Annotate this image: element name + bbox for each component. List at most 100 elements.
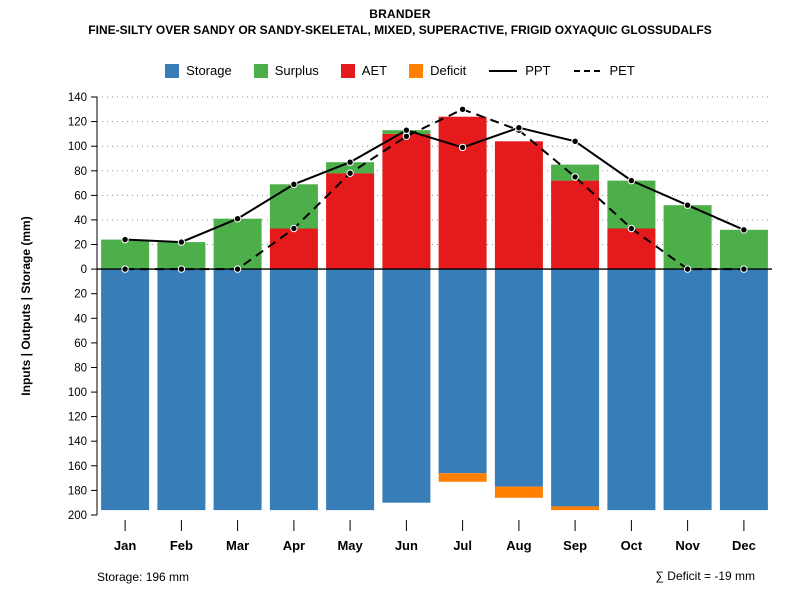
storage-bar xyxy=(382,269,431,503)
y-axis: 1401201008060402002040608010012014016018… xyxy=(19,92,98,522)
aet-color-swatch-icon xyxy=(340,63,355,78)
y-tick-label: 140 xyxy=(68,436,87,448)
storage-bar xyxy=(101,269,150,511)
storage-bar xyxy=(719,269,768,511)
y-tick-label: 140 xyxy=(68,92,87,104)
ppt-point xyxy=(627,176,636,185)
y-tick-label: 120 xyxy=(68,412,87,424)
x-tick-label: Aug xyxy=(506,538,531,553)
legend-item-pet: PET xyxy=(573,63,635,78)
surplus-bar xyxy=(719,229,768,270)
ppt-line xyxy=(125,126,745,244)
aet-bar xyxy=(607,228,656,270)
legend-label: Surplus xyxy=(274,63,319,78)
ppt-point xyxy=(740,226,748,234)
pet-point xyxy=(346,169,354,177)
pet-point xyxy=(571,173,579,181)
pet-point xyxy=(740,265,748,273)
x-tick-label: Nov xyxy=(675,538,700,553)
storage-bar xyxy=(494,269,543,487)
x-tick-label: Apr xyxy=(283,538,305,553)
ppt-point xyxy=(458,143,467,152)
surplus-bar xyxy=(663,205,712,270)
aet-bar xyxy=(551,180,600,270)
y-tick-label: 40 xyxy=(74,313,87,325)
y-tick-label: 100 xyxy=(68,141,87,153)
x-tick-label: Jan xyxy=(114,538,136,553)
legend-label: PET xyxy=(609,63,635,78)
x-tick-label: Jun xyxy=(395,538,418,553)
storage-bar xyxy=(551,269,600,507)
ppt-point xyxy=(402,126,411,134)
ppt-point xyxy=(121,235,129,244)
aet-bar xyxy=(382,133,431,270)
x-tick-label: May xyxy=(337,538,363,553)
aet-bar xyxy=(269,228,318,270)
x-tick-label: Oct xyxy=(621,538,643,553)
surplus-bar xyxy=(157,242,206,270)
y-tick-label: 180 xyxy=(68,485,87,497)
y-tick-label: 40 xyxy=(74,215,87,227)
surplus-bar xyxy=(551,164,600,181)
y-tick-label: 20 xyxy=(74,240,87,252)
legend-item-aet: AET xyxy=(340,63,388,78)
storage-bar xyxy=(607,269,656,511)
surplus-color-swatch-icon xyxy=(253,63,268,78)
y-tick-label: 20 xyxy=(74,289,87,301)
legend-item-surplus: Surplus xyxy=(253,63,319,78)
storage-annotation: Storage: 196 mm xyxy=(97,570,190,584)
legend-label: PPT xyxy=(525,63,551,78)
ppt-point xyxy=(290,180,298,189)
y-tick-label: 60 xyxy=(74,190,87,202)
y-tick-label: 80 xyxy=(74,363,87,375)
pet-point xyxy=(290,224,298,233)
ppt-point xyxy=(177,238,186,246)
x-tick-label: Sep xyxy=(563,538,587,553)
y-tick-label: 60 xyxy=(74,338,87,350)
storage-bar xyxy=(213,269,262,511)
pet-point xyxy=(402,132,411,141)
legend-label: Deficit xyxy=(430,63,467,78)
surplus-bar xyxy=(326,162,375,174)
y-tick-label: 120 xyxy=(68,117,87,129)
y-axis-title: Inputs | Outputs | Storage (mm) xyxy=(19,216,33,395)
chart-subtitle: FINE-SILTY OVER SANDY OR SANDY-SKELETAL,… xyxy=(88,23,712,37)
aet-bar xyxy=(326,173,375,270)
legend-item-storage: Storage xyxy=(165,63,232,78)
legend-item-ppt: PPT xyxy=(488,63,551,78)
bars xyxy=(101,116,768,511)
pet-point xyxy=(233,265,242,273)
deficit-bar xyxy=(438,473,487,482)
y-tick-label: 0 xyxy=(81,264,87,276)
storage-color-swatch-icon xyxy=(165,63,180,78)
deficit-bar xyxy=(494,486,543,498)
aet-bar xyxy=(494,141,543,270)
y-tick-label: 200 xyxy=(68,510,87,522)
surplus-bar xyxy=(213,218,262,270)
x-tick-label: Mar xyxy=(226,538,249,553)
y-tick-label: 160 xyxy=(68,461,87,473)
pet-point xyxy=(627,224,636,233)
x-tick-label: Dec xyxy=(732,538,756,553)
pet-point xyxy=(177,265,186,273)
legend-label: AET xyxy=(361,63,388,78)
x-axis: Jan Feb Mar Apr May Jun Jul Aug Sep Oct Nov Dec xyxy=(114,520,756,553)
deficit-color-swatch-icon xyxy=(409,63,424,78)
y-tick-label: 80 xyxy=(74,166,87,178)
storage-bar xyxy=(269,269,318,511)
pet-line-swatch-icon xyxy=(573,69,602,72)
chart-legend: Storage Surplus AET Deficit PPT PET xyxy=(0,63,800,78)
ppt-point xyxy=(571,137,579,146)
ppt-point xyxy=(346,158,354,166)
surplus-bar xyxy=(269,184,318,229)
storage-bar xyxy=(326,269,375,511)
y-tick-label: 100 xyxy=(68,387,87,399)
ppt-point xyxy=(233,215,242,223)
legend-label: Storage xyxy=(186,63,232,78)
pet-point xyxy=(683,265,692,273)
deficit-annotation: ∑ Deficit = -19 mm xyxy=(655,569,755,583)
ppt-line-swatch-icon xyxy=(489,69,518,72)
ppt-point xyxy=(515,124,523,132)
